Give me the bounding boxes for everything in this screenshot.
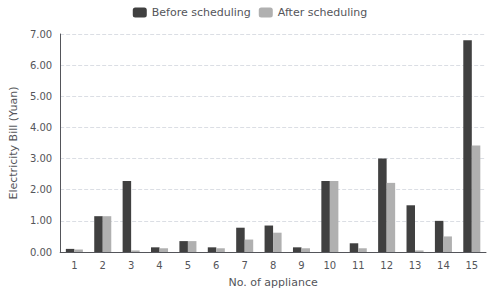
svg-text:1.00: 1.00 (30, 215, 52, 226)
svg-text:0.00: 0.00 (30, 247, 52, 258)
svg-text:Electricity Bill (Yuan): Electricity Bill (Yuan) (7, 86, 20, 199)
svg-text:No. of appliance: No. of appliance (228, 276, 317, 289)
svg-text:3: 3 (128, 260, 134, 271)
svg-text:14: 14 (437, 260, 450, 271)
svg-text:15: 15 (465, 260, 478, 271)
svg-text:9: 9 (298, 260, 304, 271)
svg-text:After scheduling: After scheduling (278, 6, 367, 19)
svg-text:12: 12 (380, 260, 393, 271)
svg-text:11: 11 (352, 260, 365, 271)
svg-text:13: 13 (409, 260, 422, 271)
svg-text:Before scheduling: Before scheduling (152, 6, 251, 19)
svg-text:4.00: 4.00 (30, 122, 52, 133)
svg-text:2: 2 (100, 260, 106, 271)
svg-text:5: 5 (185, 260, 191, 271)
svg-text:7: 7 (242, 260, 248, 271)
svg-text:7.00: 7.00 (30, 29, 52, 40)
svg-text:2.00: 2.00 (30, 184, 52, 195)
svg-text:6.00: 6.00 (30, 60, 52, 71)
svg-text:4: 4 (156, 260, 162, 271)
svg-text:6: 6 (213, 260, 219, 271)
svg-text:3.00: 3.00 (30, 153, 52, 164)
svg-text:8: 8 (270, 260, 276, 271)
svg-text:10: 10 (323, 260, 336, 271)
svg-text:1: 1 (71, 260, 77, 271)
svg-text:5.00: 5.00 (30, 91, 52, 102)
